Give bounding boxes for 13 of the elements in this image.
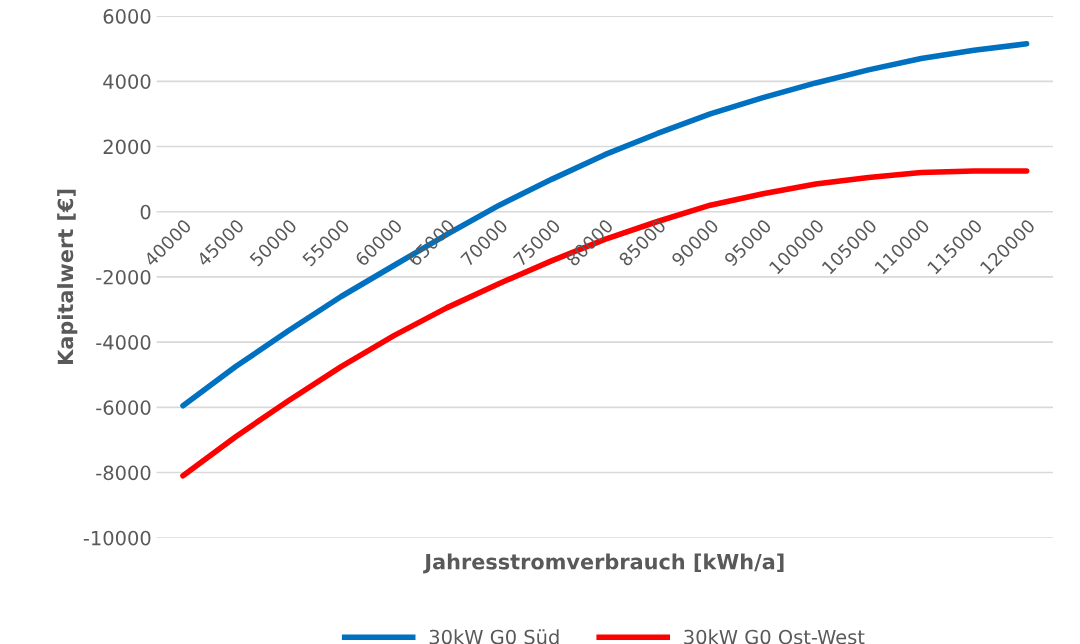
legend-label: 30kW G0 Süd: [429, 629, 559, 644]
y-tick-label: -6000: [96, 400, 151, 415]
y-tick-label: 2000: [103, 139, 151, 155]
y-tick-label: 6000: [103, 9, 151, 24]
y-tick-label: 0: [140, 204, 151, 220]
y-tick-label: -8000: [96, 465, 151, 481]
y-tick-label: -2000: [96, 269, 151, 285]
x-axis-title: Jahresstromverbrauch [kWh/a]: [423, 553, 784, 574]
y-tick-label: -4000: [96, 335, 151, 350]
y-tick-label: -10000: [83, 530, 151, 546]
y-axis-title: Kapitalwert [€]: [57, 189, 78, 364]
legend-label: 30kW G0 Ost-West: [684, 629, 865, 644]
y-tick-label: 4000: [103, 74, 151, 89]
